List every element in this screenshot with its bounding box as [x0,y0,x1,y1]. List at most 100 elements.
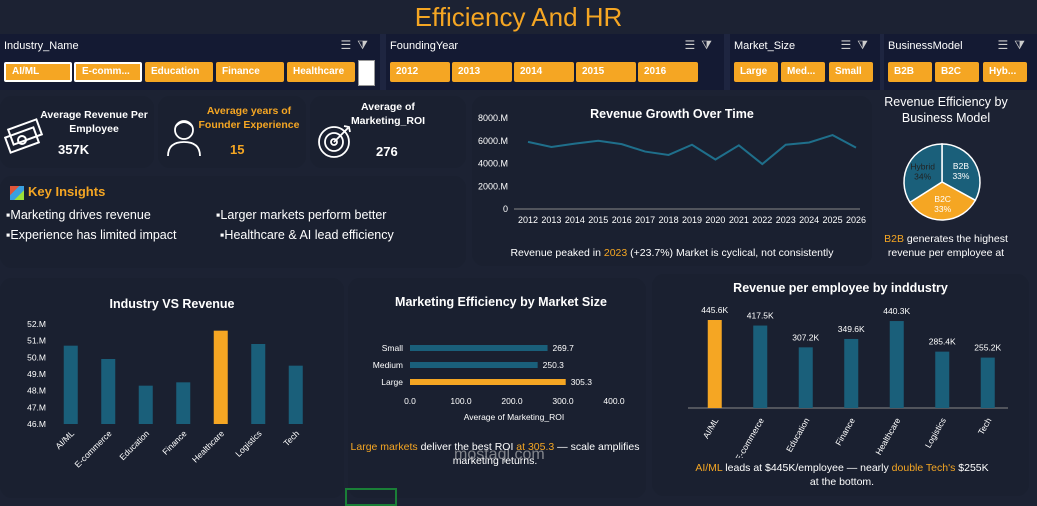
business-model-note: B2B generates the highest revenue per em… [876,232,1016,260]
slicer-chip[interactable]: Finance [216,62,284,82]
bar-value-label: 255.2K [974,343,1001,353]
pie-pct-label: 33% [952,171,969,181]
multiselect-icon[interactable]: ☰ [997,38,1015,52]
note-highlight: at 305.3 [516,441,555,453]
y-tick-label: Medium [373,360,403,370]
slicer-business-model: BusinessModel ☰⧩ B2B B2C Hyb... [884,34,1037,90]
slicer-chip[interactable]: B2C [935,62,979,82]
y-tick-label: 2000.M [478,181,508,191]
marketing-efficiency-note: Large markets deliver the best ROI at 30… [350,440,640,468]
slicer-chip[interactable]: 2013 [452,62,512,82]
x-tick-label: 2019 [682,215,702,225]
money-icon [4,118,44,154]
slicer-chip[interactable]: Large [734,62,778,82]
bar [410,362,538,368]
x-tick-label: Education [784,416,812,454]
multiselect-icon[interactable]: ☰ [684,38,702,52]
bar-value-label: 417.5K [747,311,774,321]
slicer-chip[interactable]: B2B [888,62,932,82]
clear-filter-icon[interactable]: ⧩ [1014,38,1031,52]
slicer-chip[interactable]: 2016 [638,62,698,82]
slicer-founding-icons: ☰⧩ [685,38,718,53]
bar-value-label: 307.2K [792,332,819,342]
slicer-chip[interactable]: Small [829,62,873,82]
x-tick-label: 2023 [776,215,796,225]
business-model-title: Revenue Efficiency by Business Model [884,95,1008,125]
y-tick-label: 50.M [27,352,46,362]
clear-filter-icon[interactable]: ⧩ [857,38,874,52]
slicer-business-icons: ☰⧩ [998,38,1031,53]
pie-pct-label: 33% [934,204,951,214]
slicer-chip[interactable]: Med... [781,62,825,82]
x-tick-label: 300.0 [552,396,574,406]
y-tick-label: 49.M [27,369,46,379]
slicer-chip[interactable]: 2015 [576,62,636,82]
bar-value-label: 250.3 [543,360,565,370]
slicer-business-header: BusinessModel [888,40,963,52]
y-tick-label: 8000.M [478,113,508,123]
y-tick-label: 47.M [27,402,46,412]
note-text: — scale amplifies marketing returns. [452,441,640,467]
x-tick-label: E-commerce [73,428,114,469]
bar [707,320,722,408]
clear-filter-icon[interactable]: ⧩ [357,38,374,52]
slicer-chip[interactable]: Healthcare [287,62,355,82]
slicer-founding-year: FoundingYear ☰⧩ 2012 2013 2014 2015 2016 [386,34,724,90]
x-tick-label: Healthcare [873,416,902,457]
y-tick-label: 52.M [27,319,46,329]
y-tick-label: Large [381,377,403,387]
pie-pct-label: 34% [914,171,931,181]
revenue-growth-note: Revenue peaked in 2023 (+23.7%) Market i… [480,246,864,260]
y-tick-label: 4000.M [478,159,508,169]
bar [251,344,266,424]
slicer-chip[interactable]: E-comm... [74,62,142,82]
pie-label: Hybrid [910,161,935,171]
industry-revenue-chart: 46.M 47.M 48.M 49.M 50.M 51.M 52.M AI/MLE-comme… [27,319,303,469]
kpi-founder-label: Average years of Founder Experience [198,105,300,131]
bar [410,379,566,385]
slicer-chip[interactable]: Hyb... [983,62,1027,82]
x-tick-label: Tech [976,416,994,437]
slicer-bar: Industry_Name ☰⧩ AI/ML E-comm... Educati… [0,34,1037,90]
x-tick-label: E-commerce [733,416,766,458]
dashboard-header: Efficiency And HR [0,0,1037,34]
y-tick-label: Small [382,343,403,353]
insight-item: ▪Marketing drives revenue [6,208,151,222]
slicer-chip[interactable]: 2012 [390,62,450,82]
bar [980,357,995,408]
marketing-efficiency-chart: Small 269.7 Medium 250.3 Large 305.3 0.0 100.0 2… [373,343,625,422]
bar [101,359,116,424]
watermark: mostaql.com [454,446,545,463]
x-tick-label: 2014 [565,215,585,225]
multiselect-icon[interactable]: ☰ [340,38,358,52]
x-tick-label: 2026 [846,215,866,225]
x-axis-label: Average of Marketing_ROI [464,412,564,422]
slicer-scrollbar[interactable] [358,60,375,86]
kpi-founder-card: Average years of Founder Experience 15 [158,96,306,168]
x-tick-label: AI/ML [53,428,76,451]
kpi-roi-label: Average of Marketing_ROI [350,101,426,127]
bar [288,365,303,424]
note-text: $255K at the bottom. [809,462,989,488]
slicer-chip[interactable]: AI/ML [4,62,72,82]
x-tick-label: AI/ML [701,416,721,440]
x-tick-label: 2024 [799,215,819,225]
x-tick-label: 2015 [588,215,608,225]
slicer-industry: Industry_Name ☰⧩ AI/ML E-comm... Educati… [0,34,380,90]
bar [63,345,78,424]
slicer-chip[interactable]: Education [145,62,213,82]
note-text: deliver the best ROI [417,441,517,453]
pie-slice [903,143,943,204]
multiselect-icon[interactable]: ☰ [840,38,858,52]
industry-revenue-card: Industry VS Revenue 46.M 47.M 48.M 49.M 50.M… [0,278,344,498]
slicer-chip[interactable]: 2014 [514,62,574,82]
x-tick-label: Tech [281,428,301,448]
note-text: leads at $445K/employee — nearly [722,462,892,474]
kpi-roi-card: Average of Marketing_ROI 276 [310,96,466,168]
person-icon [167,120,201,157]
x-tick-label: 400.0 [603,396,625,406]
cell-selection[interactable] [345,488,397,506]
clear-filter-icon[interactable]: ⧩ [701,38,718,52]
note-highlight: 2023 [603,247,628,259]
